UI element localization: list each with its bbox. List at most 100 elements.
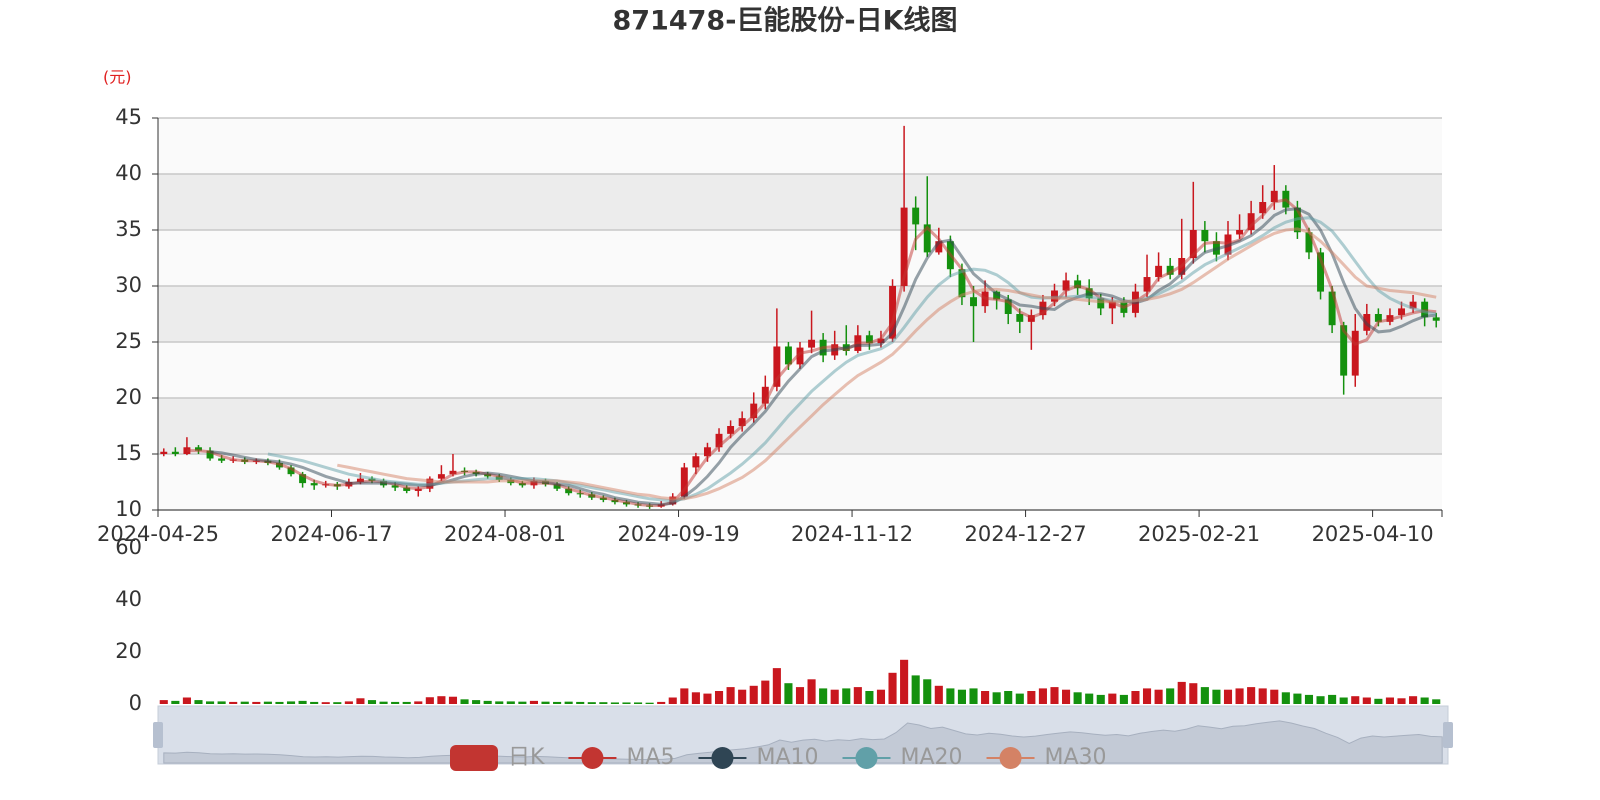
candle-body <box>912 207 920 225</box>
volume-bar <box>622 702 631 704</box>
volume-bar <box>1062 689 1071 704</box>
x-tick-label: 2025-04-10 <box>1312 522 1434 546</box>
volume-bar <box>1189 683 1198 704</box>
candle-body <box>1432 317 1440 321</box>
zoom-handle-right[interactable] <box>1443 722 1453 748</box>
legend-item[interactable]: MA30 <box>986 745 1107 770</box>
x-tick-label: 2025-02-21 <box>1138 522 1260 546</box>
volume-bar <box>923 679 932 704</box>
volume-bar <box>1316 696 1325 704</box>
candle-body <box>865 335 873 344</box>
legend-marker <box>999 747 1022 769</box>
volume-bar <box>657 701 666 704</box>
volume-bar <box>830 689 839 704</box>
legend-label: MA20 <box>901 745 963 770</box>
candle-body <box>553 484 561 489</box>
candle-body <box>1317 252 1325 292</box>
volume-bar <box>1119 694 1128 704</box>
volume-bar <box>1015 693 1024 704</box>
legend-item[interactable]: 日K <box>450 745 545 771</box>
volume-bar <box>414 701 423 704</box>
volume-bar <box>506 701 515 704</box>
candle-body <box>1398 308 1405 316</box>
volume-bar <box>900 659 909 704</box>
zoom-handle-left[interactable] <box>153 722 163 748</box>
candle-body <box>935 241 943 253</box>
volume-bar <box>1339 697 1348 704</box>
volume-bar <box>448 696 458 704</box>
volume-bar <box>541 701 550 704</box>
volume-bar <box>1420 697 1429 704</box>
volume-bar <box>159 700 168 704</box>
volume-bar <box>1409 696 1418 704</box>
volume-bar <box>1050 687 1059 704</box>
candle-body <box>1155 265 1163 278</box>
y-axis-name: (元) <box>103 68 132 87</box>
candle-body <box>750 403 758 419</box>
y-tick-label: 40 <box>115 161 142 185</box>
candle-body <box>1259 202 1267 214</box>
candle-body <box>1374 314 1382 322</box>
candle-body <box>784 346 792 365</box>
candle-body <box>1305 232 1313 253</box>
volume-bar <box>957 689 966 704</box>
candle-body <box>1074 280 1082 289</box>
candle-body <box>923 224 931 253</box>
volume-bar <box>402 701 411 704</box>
volume-bar <box>738 689 747 704</box>
candle-body <box>773 346 781 387</box>
volume-bar <box>1073 692 1082 704</box>
candle-body <box>808 339 816 348</box>
candle-body <box>761 386 769 404</box>
legend-item[interactable]: MA10 <box>698 745 819 770</box>
volume-bar <box>1385 697 1394 704</box>
volume-bar <box>842 688 851 704</box>
volume-tick-label: 60 <box>115 535 142 559</box>
volume-tick-label: 0 <box>129 691 142 715</box>
volume-bar <box>1200 687 1209 704</box>
candle-body <box>900 207 908 286</box>
volume-bar <box>645 702 654 704</box>
volume-bar <box>749 685 758 704</box>
x-tick-label: 2024-09-19 <box>618 522 740 546</box>
volume-bar <box>1108 693 1117 704</box>
volume-bar <box>1131 691 1140 704</box>
candle-body <box>877 338 885 344</box>
volume-bar <box>934 685 943 704</box>
volume-bar <box>587 702 596 704</box>
volume-bar <box>1154 689 1163 704</box>
volume-bar <box>992 692 1001 704</box>
volume-bar <box>425 697 434 704</box>
legend-label: 日K <box>508 745 545 770</box>
volume-bar <box>286 701 296 704</box>
candle-body <box>171 451 179 454</box>
legend-item[interactable]: MA5 <box>568 745 674 770</box>
candle-body <box>680 467 688 497</box>
legend-item[interactable]: MA20 <box>842 745 963 770</box>
candle-body <box>1201 230 1209 242</box>
x-tick-label: 2024-06-17 <box>270 522 392 546</box>
candle-body <box>356 478 364 482</box>
legend-marker <box>450 745 498 771</box>
candle-body <box>1097 298 1105 309</box>
candle-body <box>970 297 977 307</box>
ma-line <box>337 227 1437 501</box>
volume-bar <box>853 687 862 704</box>
volume-bar <box>171 700 180 704</box>
volume-bar <box>310 701 319 704</box>
volume-bar <box>379 701 388 704</box>
volume-bar <box>1304 694 1314 704</box>
candle-body <box>715 433 723 448</box>
volume-bar <box>1142 688 1152 704</box>
legend-label: MA10 <box>756 745 818 770</box>
volume-bar <box>1027 691 1036 704</box>
y-tick-label: 30 <box>115 273 142 297</box>
volume-bar <box>229 701 238 704</box>
candle-body <box>1189 230 1197 258</box>
candle-body <box>218 458 226 461</box>
volume-bar <box>240 701 249 704</box>
volume-bar <box>761 680 770 704</box>
legend-marker <box>711 747 734 769</box>
volume-bar <box>1038 688 1047 704</box>
candle-body <box>703 447 711 457</box>
